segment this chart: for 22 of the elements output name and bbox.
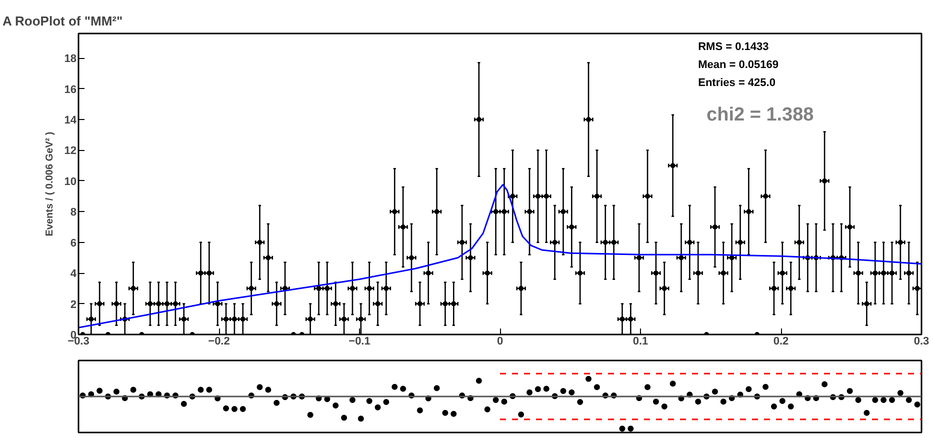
annotation: Entries = 425.0 [698,77,776,90]
y-tick-label: 16 [64,84,77,96]
line-series [78,184,922,328]
y-tick-label: 4 [70,268,78,280]
annotation: RMS = 0.1433 [698,41,769,54]
y-tick-label: 2 [70,298,77,311]
annotation: Mean = 0.05169 [698,59,779,72]
y-tick-label: 12 [64,145,77,158]
y-tick-label: 18 [64,53,77,66]
y-axis-title: Events / ( 0.006 GeV² ) [44,132,56,236]
x-tick-label: 0.2 [773,336,789,348]
x-tick-label: 0.1 [632,336,648,348]
x-tick-label: 0.3 [914,336,930,348]
annotation: chi2 = 1.388 [706,104,814,126]
chart-title: A RooPlot of "MM²" [2,14,123,28]
y-tick-label: 6 [70,237,77,250]
x-tick-label: −0.1 [348,336,370,348]
x-tick-label: 0 [496,336,504,348]
x-tick-label: −0.2 [208,336,230,348]
y-tick-label: 14 [64,114,78,126]
y-tick-label: 10 [64,176,77,188]
y-tick-label: 8 [70,206,77,219]
